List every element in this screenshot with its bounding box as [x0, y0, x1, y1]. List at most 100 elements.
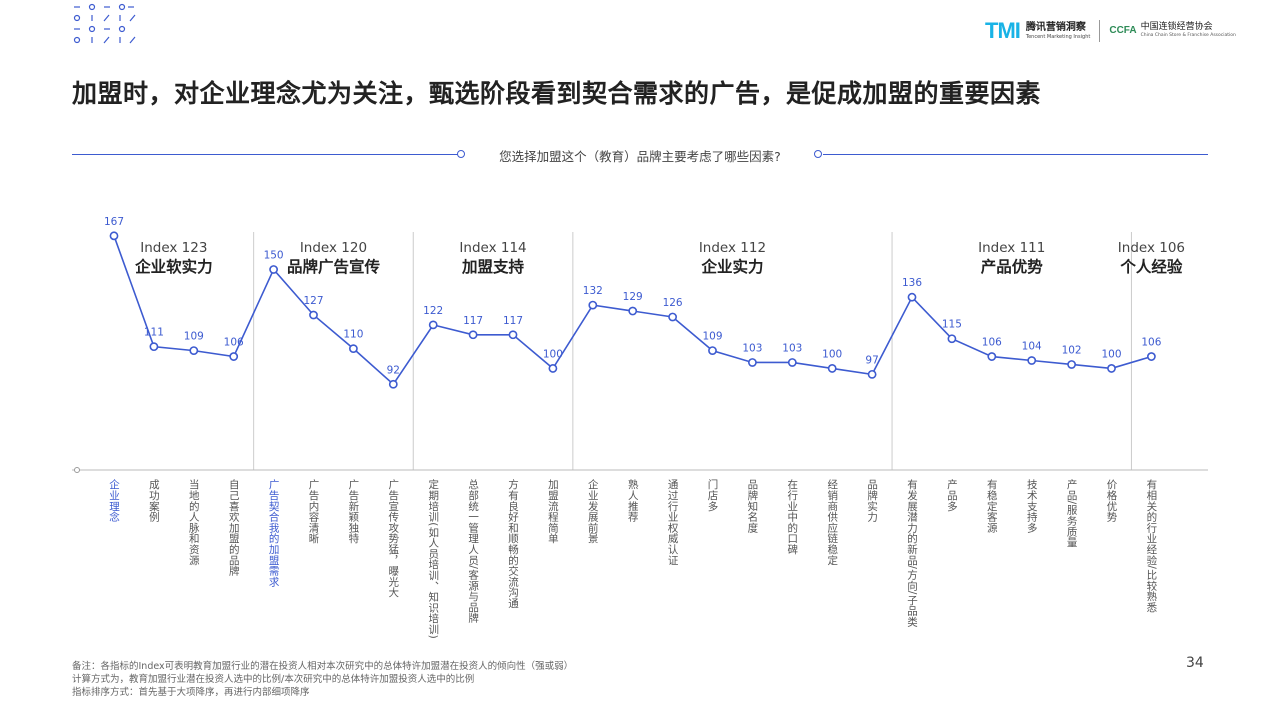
question-dot-left — [457, 150, 465, 158]
footnote-3: 指标排序方式：首先基于大项降序，再进行内部细项降序 — [72, 687, 310, 698]
category-label: 自己喜欢加盟的品牌 — [228, 478, 240, 576]
category-label: 定期培训(如人员培训、知识培训) — [427, 478, 439, 639]
category-label: 广告契合我的加盟需求 — [268, 479, 280, 587]
brand-logos: TMI 腾讯营销洞察 Tencent Marketing Insight CCF… — [985, 16, 1236, 46]
data-point — [548, 364, 558, 373]
data-point — [149, 342, 159, 352]
data-label: 106 — [224, 337, 244, 349]
data-point — [787, 358, 797, 367]
data-label: 102 — [1062, 344, 1082, 356]
category-label: 企业理念 — [108, 478, 120, 522]
data-point — [1027, 356, 1037, 365]
group-name-label: 加盟支持 — [461, 257, 525, 276]
data-label: 100 — [543, 348, 563, 360]
data-point — [827, 364, 837, 373]
data-label: 150 — [264, 249, 284, 261]
category-label: 当地的人脉和资源 — [188, 478, 200, 566]
data-point — [229, 352, 239, 361]
category-label: 加盟流程简单 — [547, 479, 559, 544]
survey-question: 您选择加盟这个（教育）品牌主要考虑了哪些因素? — [499, 149, 781, 164]
data-label: 117 — [503, 315, 523, 327]
data-point — [348, 344, 358, 354]
data-point — [309, 310, 318, 320]
footnote-1: 备注：各指标的Index可表明教育加盟行业的潜在投资人相对本次研究中的总体特许加… — [72, 661, 574, 672]
group-index-label: Index 120 — [300, 240, 367, 256]
logo-divider — [1099, 20, 1101, 42]
category-label: 品牌实力 — [866, 479, 878, 523]
data-point — [588, 300, 598, 310]
tmi-logo: TMI — [985, 18, 1021, 43]
category-label: 有稳定客源 — [986, 478, 998, 533]
data-label: 104 — [1022, 341, 1042, 353]
data-point — [189, 346, 199, 356]
tmi-logo-cn: 腾讯营销洞察 — [1025, 21, 1086, 33]
data-point — [867, 369, 877, 379]
category-label: 有相关的行业经验/比较熟悉 — [1145, 478, 1157, 612]
page-title: 加盟时，对企业理念尤为关注，甄选阶段看到契合需求的广告，是促成加盟的重要因素 — [72, 79, 1042, 108]
data-label: 106 — [982, 337, 1002, 349]
ccfa-logo-cn: 中国连锁经营协会 — [1140, 22, 1213, 33]
data-point — [468, 330, 478, 340]
data-label: 100 — [822, 348, 842, 360]
data-label: 110 — [343, 329, 363, 341]
data-point — [508, 330, 518, 340]
data-point — [987, 352, 997, 361]
group-index-label: Index 114 — [459, 240, 526, 256]
category-label: 品牌知名度 — [746, 479, 758, 533]
data-point — [1147, 352, 1156, 361]
category-label: 熟人推荐 — [627, 478, 639, 522]
footnote-2: 计算方式为，教育加盟行业潜在投资人选中的比例/本次研究中的总体特许加盟投资人选中… — [72, 674, 475, 685]
group-name-label: 企业软实力 — [134, 257, 213, 276]
data-label: 136 — [902, 277, 922, 289]
data-point — [388, 379, 398, 389]
data-label: 103 — [782, 342, 802, 354]
data-label: 109 — [702, 331, 722, 343]
group-name-label: 企业实力 — [700, 257, 763, 276]
tmi-logo-en: Tencent Marketing Insight — [1025, 33, 1091, 40]
category-label: 通过行业权威认证 — [667, 479, 679, 565]
data-label: 117 — [463, 315, 483, 327]
group-index-label: Index 112 — [699, 240, 766, 256]
data-point — [668, 312, 677, 322]
ccfa-mark: CCFA — [1109, 25, 1137, 36]
data-label: 100 — [1101, 348, 1121, 360]
group-name-label: 品牌广告宣传 — [287, 257, 381, 276]
group-index-label: Index 111 — [978, 240, 1045, 256]
data-point — [947, 334, 957, 344]
category-label: 经销商供应链稳定 — [826, 478, 838, 566]
data-label: 97 — [865, 354, 878, 366]
data-point — [748, 358, 757, 367]
ccfa-logo-en: China Chain Store & Franchise Associatio… — [1140, 33, 1236, 39]
group-name-label: 个人经验 — [1119, 257, 1183, 276]
category-label: 技术支持多 — [1026, 478, 1038, 533]
question-line-left — [72, 154, 458, 155]
category-label: 广告新颖独特 — [347, 479, 359, 544]
data-label: 129 — [623, 291, 643, 303]
data-label: 109 — [184, 331, 204, 343]
category-label: 产品多 — [946, 478, 958, 512]
category-label: 成功案例 — [148, 479, 160, 523]
category-label: 方有良好和顺畅的交流沟通 — [507, 478, 519, 608]
data-point — [269, 265, 278, 274]
category-label: 价格优势 — [1106, 479, 1118, 523]
data-label: 132 — [583, 285, 603, 297]
decorative-pattern — [73, 3, 136, 44]
group-name-label: 产品优势 — [981, 257, 1044, 276]
category-label: 广告内容清晰 — [308, 479, 320, 544]
data-point — [628, 306, 638, 316]
question-line-right — [823, 154, 1208, 155]
data-point — [1067, 360, 1076, 369]
data-point — [428, 320, 438, 330]
group-index-label: Index 106 — [1118, 240, 1185, 256]
category-label: 门店多 — [707, 478, 719, 512]
category-label: 产品/服务质量 — [1066, 478, 1078, 547]
data-label: 111 — [144, 327, 164, 339]
group-index-label: Index 123 — [140, 240, 207, 256]
category-label: 广告宣传攻势猛，曝光大 — [387, 479, 399, 598]
category-label: 有发展潜力的新品/方向/子品类 — [906, 478, 918, 627]
data-label: 92 — [387, 364, 400, 376]
data-label: 103 — [742, 342, 762, 354]
category-label: 企业发展前景 — [587, 478, 599, 544]
axis-end-marker — [74, 467, 80, 473]
